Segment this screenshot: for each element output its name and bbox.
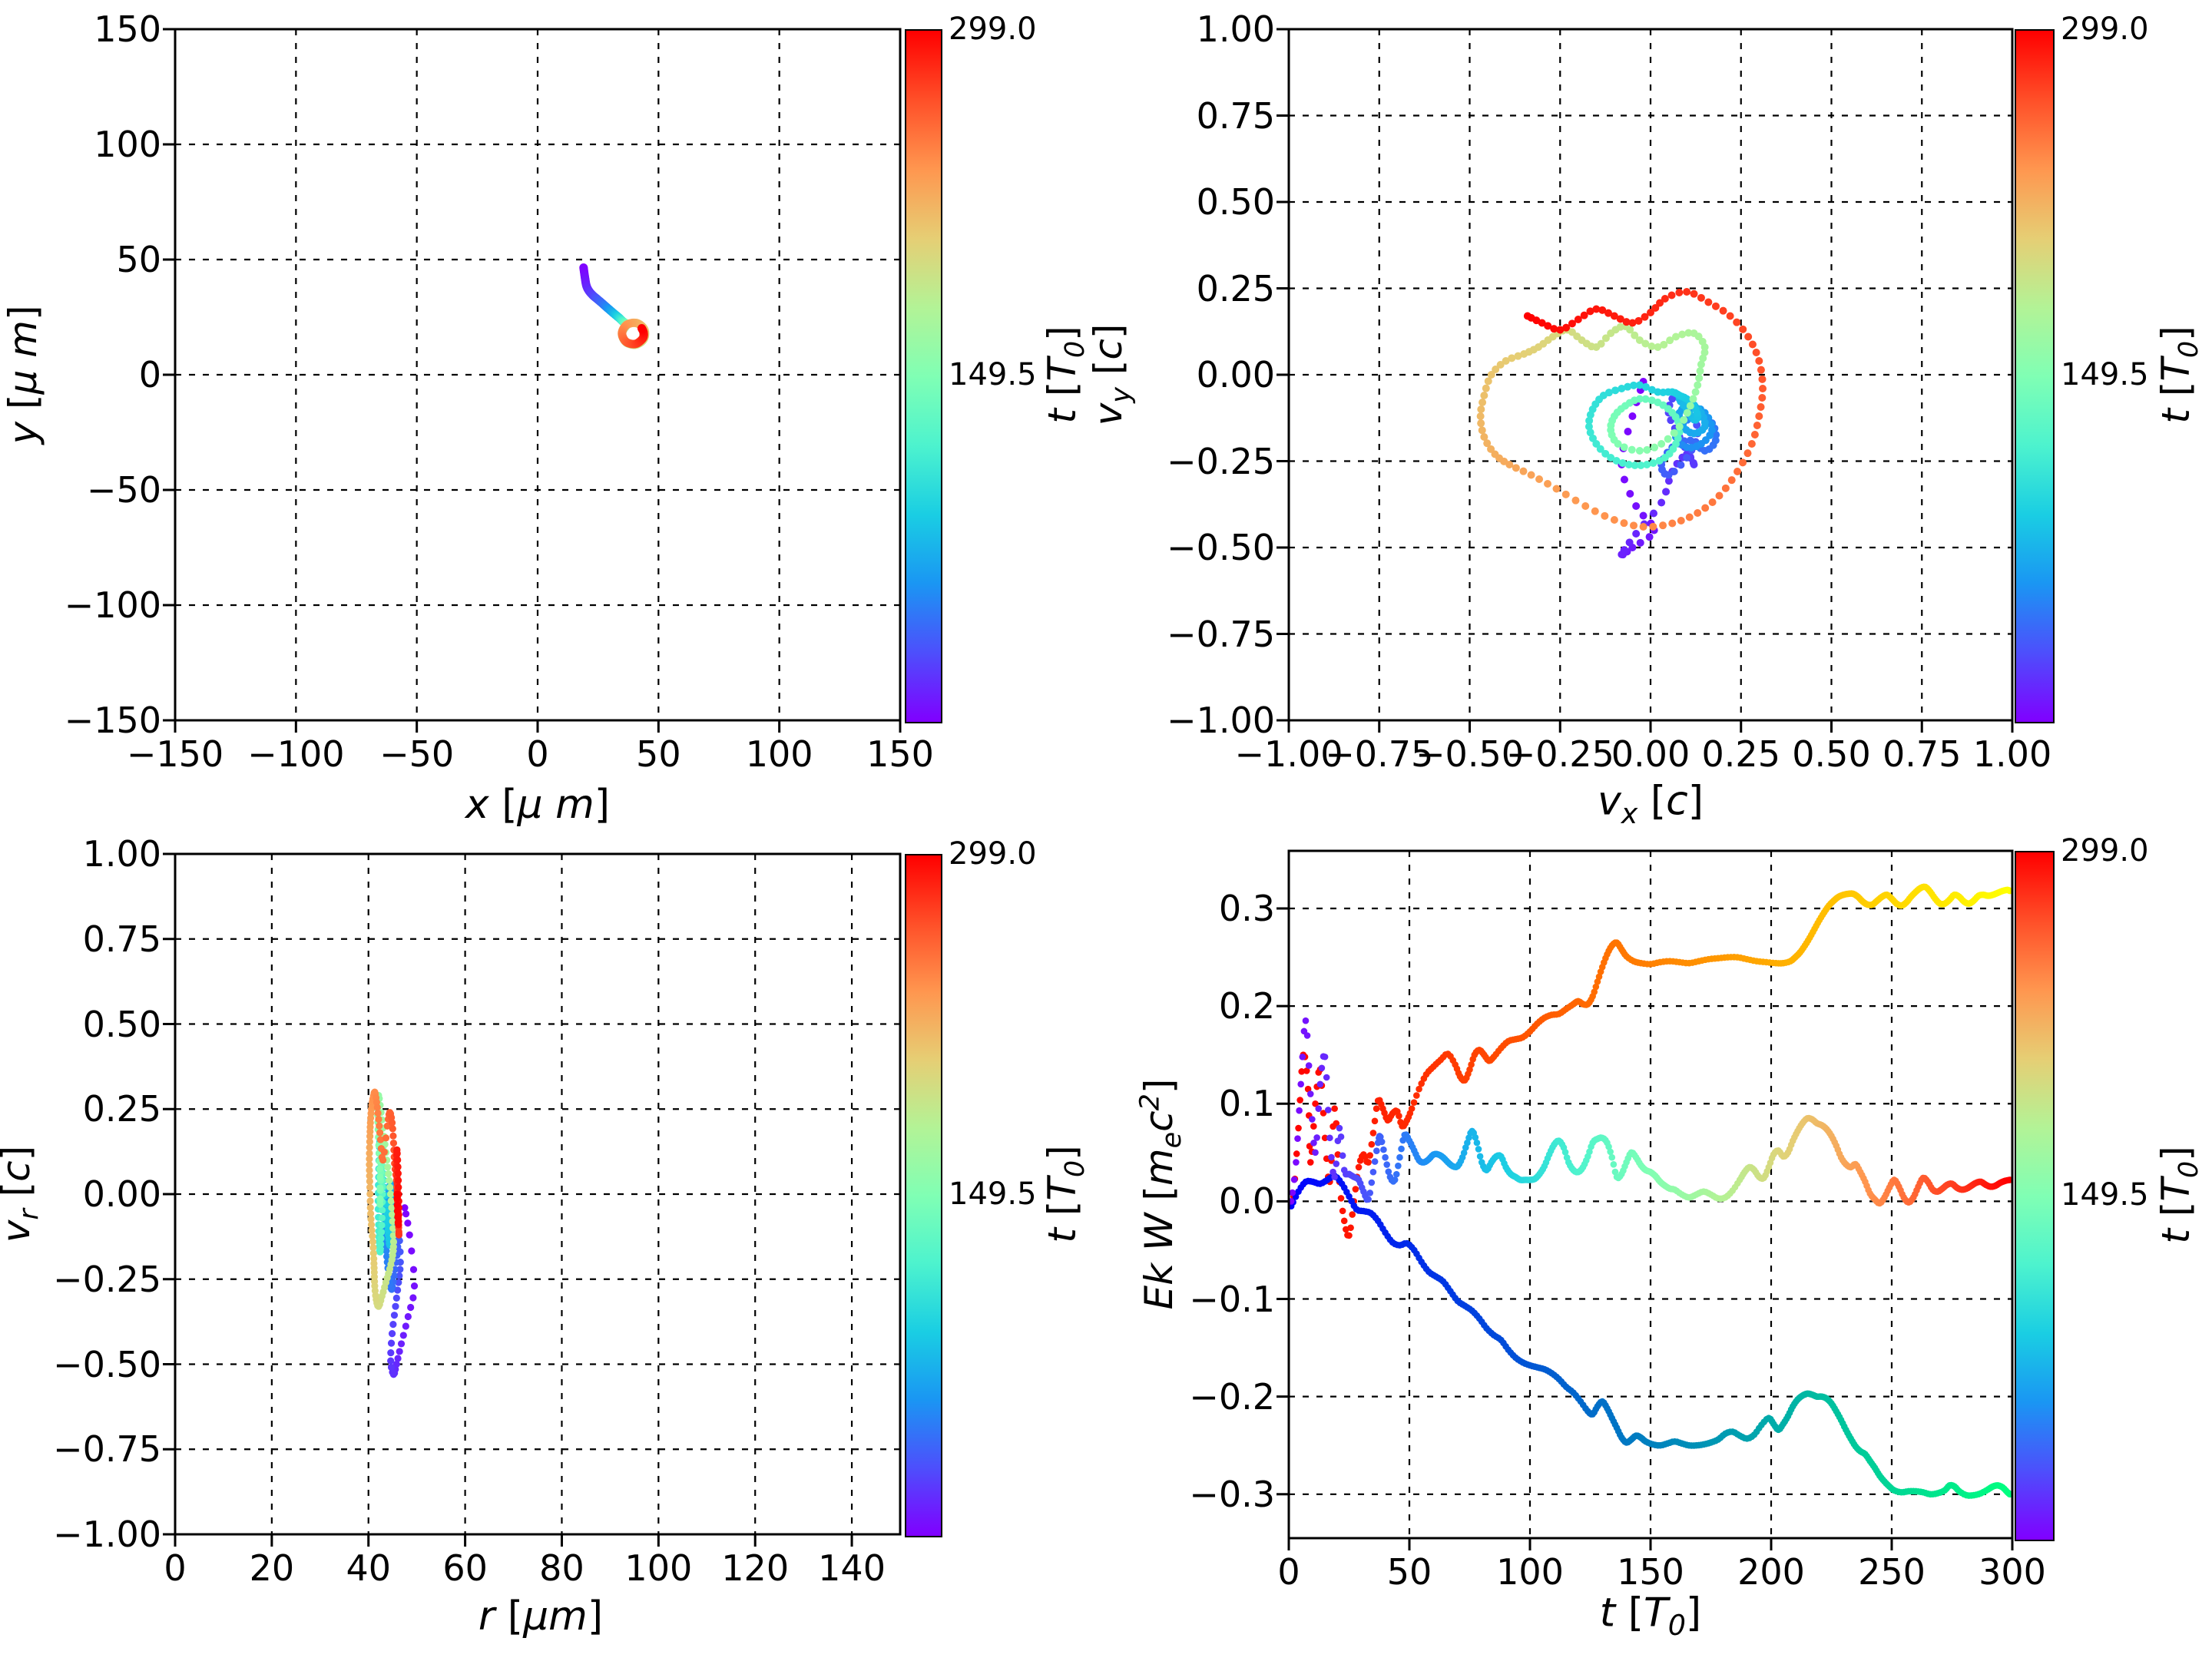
x-tick-label: −0.75: [1325, 733, 1434, 775]
x-tick-label: 40: [346, 1547, 391, 1589]
colorbar-max-label: 299.0: [2061, 12, 2149, 47]
colorbar-title-energy: t [T0]: [2154, 1145, 2204, 1244]
y-tick-label: 0.25: [1196, 267, 1275, 309]
x-tick-label: 100: [624, 1547, 693, 1589]
y-tick-label: −0.25: [53, 1258, 161, 1300]
xlabel-vxvy: vx [c]: [1597, 778, 1704, 830]
x-tick-label: 150: [1617, 1551, 1684, 1593]
x-tick-label: −1.00: [1234, 733, 1343, 775]
x-tick-label: 50: [1386, 1551, 1432, 1593]
x-tick-label: 0.25: [1701, 733, 1780, 775]
y-tick-label: −0.75: [53, 1428, 161, 1471]
chart-canvas-trajectory-xy: [163, 28, 902, 733]
y-tick-label: 1.00: [82, 833, 161, 875]
y-tick-label: 1.00: [1196, 8, 1275, 50]
colorbar-title-xy: t [T0]: [1040, 326, 1091, 424]
x-tick-label: 20: [249, 1547, 295, 1589]
colorbar-vxvy: [2015, 29, 2055, 723]
y-tick-label: 0.00: [1196, 354, 1275, 395]
y-tick-label: −0.2: [1189, 1375, 1275, 1418]
y-tick-label: 0.3: [1218, 888, 1275, 929]
y-tick-label: 150: [94, 8, 161, 50]
x-tick-label: 300: [1979, 1551, 2046, 1593]
x-tick-label: 200: [1737, 1551, 1805, 1593]
y-tick-label: 0.1: [1218, 1083, 1275, 1125]
colorbar-max-label: 299.0: [949, 12, 1037, 47]
y-tick-label: −0.1: [1189, 1278, 1275, 1320]
y-tick-label: 0.0: [1218, 1180, 1275, 1223]
xlabel-energy: t [T0]: [1599, 1590, 1702, 1642]
x-tick-label: 1.00: [1972, 733, 2052, 775]
chart-canvas-radial-phase-rvr: [163, 852, 902, 1547]
xlabel-xy: x [μ m]: [465, 782, 611, 828]
y-tick-label: −0.50: [1167, 527, 1275, 568]
colorbar-rvr: [905, 854, 942, 1537]
x-tick-label: 0: [526, 733, 549, 775]
colorbar-title-vxvy: t [T0]: [2154, 326, 2204, 424]
y-tick-label: −150: [64, 700, 161, 741]
x-tick-label: 0: [1277, 1551, 1300, 1593]
y-tick-label: −100: [64, 584, 161, 626]
x-tick-label: 150: [866, 733, 934, 775]
y-tick-label: 0.50: [1196, 181, 1275, 223]
chart-canvas-velocity-vxvy: [1277, 28, 2014, 733]
y-tick-label: 0.00: [82, 1173, 161, 1215]
y-tick-label: −1.00: [1167, 700, 1275, 741]
y-tick-label: 0.75: [1196, 94, 1275, 137]
x-tick-label: −100: [247, 733, 345, 775]
x-tick-label: 50: [636, 733, 681, 775]
colorbar-max-label: 299.0: [2061, 833, 2149, 869]
x-tick-label: 140: [818, 1547, 886, 1589]
y-tick-label: 100: [94, 124, 161, 165]
colorbar-mid-label: 149.5: [2061, 1176, 2149, 1213]
x-tick-label: 100: [745, 733, 813, 775]
x-tick-label: −150: [126, 733, 224, 775]
x-tick-label: −50: [379, 733, 455, 775]
colorbar-mid-label: 149.5: [2061, 357, 2149, 392]
colorbar-title-rvr: t [T0]: [1040, 1145, 1091, 1243]
x-tick-label: 0: [164, 1547, 187, 1589]
colorbar-max-label: 299.0: [949, 836, 1037, 872]
y-tick-label: 0.25: [82, 1088, 161, 1130]
colorbar-energy: [2015, 851, 2055, 1541]
x-tick-label: 80: [539, 1547, 584, 1589]
y-tick-label: −1.00: [53, 1514, 161, 1555]
x-tick-label: 60: [442, 1547, 488, 1589]
y-tick-label: 0: [138, 354, 161, 395]
y-tick-label: −50: [86, 469, 161, 511]
x-tick-label: 250: [1858, 1551, 1926, 1593]
y-tick-label: −0.75: [1167, 613, 1275, 655]
x-tick-label: 100: [1496, 1551, 1564, 1593]
chart-canvas-energy-vs-time: [1277, 849, 2014, 1550]
y-tick-label: −0.50: [53, 1343, 161, 1385]
xlabel-rvr: r [μm]: [478, 1593, 604, 1640]
colorbar-mid-label: 149.5: [949, 1176, 1037, 1212]
x-tick-label: 0.75: [1883, 733, 1962, 775]
y-tick-label: 0.50: [82, 1003, 161, 1045]
x-tick-label: 0.00: [1611, 733, 1690, 775]
x-tick-label: −0.25: [1505, 733, 1614, 775]
colorbar-xy: [905, 29, 942, 723]
colorbar-mid-label: 149.5: [949, 357, 1037, 392]
x-tick-label: 0.50: [1792, 733, 1871, 775]
y-tick-label: −0.3: [1189, 1473, 1275, 1515]
y-tick-label: 50: [116, 239, 161, 280]
y-tick-label: −0.25: [1167, 440, 1275, 482]
x-tick-label: −0.50: [1416, 733, 1524, 775]
y-tick-label: 0.2: [1218, 985, 1275, 1027]
x-tick-label: 120: [721, 1547, 790, 1589]
y-tick-label: 0.75: [82, 918, 161, 960]
